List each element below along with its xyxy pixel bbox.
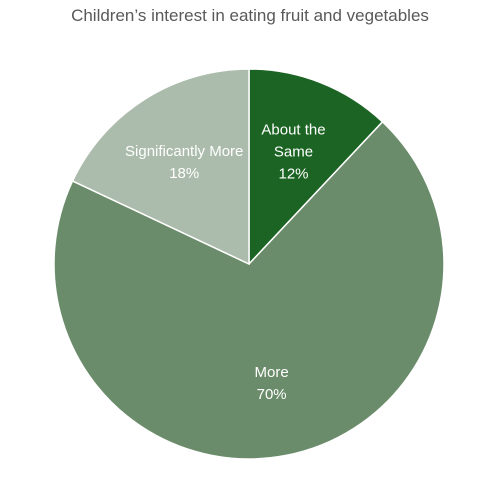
pie-data-label-3: Significantly More 18% (125, 143, 243, 182)
pie-slices (53, 68, 445, 460)
pie-data-labels: About the Same 12% More 70% Significantly Mor… (125, 122, 326, 403)
pie-slice-2 (53, 120, 445, 460)
pie-slice-1 (248, 68, 384, 266)
pie-slice-3 (71, 68, 250, 266)
chart-title: Children’s interest in eating fruit and … (71, 6, 429, 25)
pie-data-label-1: About the Same 12% (261, 122, 325, 183)
pie-data-label-2: More 70% (255, 364, 289, 403)
